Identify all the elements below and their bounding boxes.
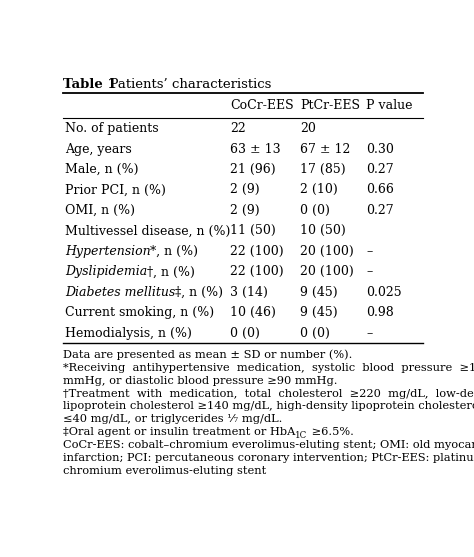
Text: 0.30: 0.30 bbox=[366, 143, 394, 155]
Text: *, n (%): *, n (%) bbox=[150, 245, 199, 258]
Text: 0 (0): 0 (0) bbox=[230, 327, 260, 340]
Text: 11 (50): 11 (50) bbox=[230, 224, 276, 237]
Text: Current smoking, n (%): Current smoking, n (%) bbox=[65, 306, 214, 319]
Text: OMI, n (%): OMI, n (%) bbox=[65, 204, 135, 217]
Text: 0.27: 0.27 bbox=[366, 163, 393, 176]
Text: 67 ± 12: 67 ± 12 bbox=[300, 143, 350, 155]
Text: No. of patients: No. of patients bbox=[65, 122, 158, 135]
Text: 22: 22 bbox=[230, 122, 246, 135]
Text: chromium everolimus-eluting stent: chromium everolimus-eluting stent bbox=[63, 466, 266, 476]
Text: Dyslipidemia: Dyslipidemia bbox=[65, 265, 147, 278]
Text: 2 (9): 2 (9) bbox=[230, 183, 260, 197]
Text: 9 (45): 9 (45) bbox=[300, 306, 337, 319]
Text: †Treatment  with  medication,  total  cholesterol  ≥220  mg/dL,  low-density: †Treatment with medication, total choles… bbox=[63, 389, 474, 398]
Text: Diabetes mellitus: Diabetes mellitus bbox=[65, 286, 175, 299]
Text: 10 (46): 10 (46) bbox=[230, 306, 276, 319]
Text: –: – bbox=[366, 327, 372, 340]
Text: Hypertension: Hypertension bbox=[65, 245, 150, 258]
Text: 0 (0): 0 (0) bbox=[300, 204, 330, 217]
Text: mmHg, or diastolic blood pressure ≥90 mmHg.: mmHg, or diastolic blood pressure ≥90 mm… bbox=[63, 375, 337, 385]
Text: ≤40 mg/dL, or triglycerides ⅐ mg/dL.: ≤40 mg/dL, or triglycerides ⅐ mg/dL. bbox=[63, 414, 283, 424]
Text: Age, years: Age, years bbox=[65, 143, 131, 155]
Text: ‡Oral agent or insulin treatment or HbA: ‡Oral agent or insulin treatment or HbA bbox=[63, 427, 295, 437]
Text: 2 (9): 2 (9) bbox=[230, 204, 260, 217]
Text: ‡, n (%): ‡, n (%) bbox=[175, 286, 223, 299]
Text: 20 (100): 20 (100) bbox=[300, 245, 354, 258]
Text: Multivessel disease, n (%): Multivessel disease, n (%) bbox=[65, 224, 230, 237]
Text: *Receiving  antihypertensive  medication,  systolic  blood  pressure  ≥140: *Receiving antihypertensive medication, … bbox=[63, 363, 474, 373]
Text: –: – bbox=[366, 245, 372, 258]
Text: 10 (50): 10 (50) bbox=[300, 224, 346, 237]
Text: CoCr-EES: cobalt–chromium everolimus-eluting stent; OMI: old myocardial: CoCr-EES: cobalt–chromium everolimus-elu… bbox=[63, 440, 474, 450]
Text: 0.98: 0.98 bbox=[366, 306, 394, 319]
Text: 3 (14): 3 (14) bbox=[230, 286, 268, 299]
Text: 0.66: 0.66 bbox=[366, 183, 394, 197]
Text: 9 (45): 9 (45) bbox=[300, 286, 337, 299]
Text: CoCr-EES: CoCr-EES bbox=[230, 99, 294, 112]
Text: Patients’ characteristics: Patients’ characteristics bbox=[101, 77, 272, 91]
Text: 2 (10): 2 (10) bbox=[300, 183, 337, 197]
Text: PtCr-EES: PtCr-EES bbox=[300, 99, 360, 112]
Text: 0.025: 0.025 bbox=[366, 286, 401, 299]
Text: infarction; PCI: percutaneous coronary intervention; PtCr-EES: platinum–: infarction; PCI: percutaneous coronary i… bbox=[63, 453, 474, 463]
Text: 21 (96): 21 (96) bbox=[230, 163, 276, 176]
Text: P value: P value bbox=[366, 99, 412, 112]
Text: ≥6.5%.: ≥6.5%. bbox=[308, 427, 354, 437]
Text: Data are presented as mean ± SD or number (%).: Data are presented as mean ± SD or numbe… bbox=[63, 350, 352, 360]
Text: 63 ± 13: 63 ± 13 bbox=[230, 143, 281, 155]
Text: –: – bbox=[366, 265, 372, 278]
Text: 22 (100): 22 (100) bbox=[230, 265, 284, 278]
Text: 20: 20 bbox=[300, 122, 316, 135]
Text: lipoprotein cholesterol ≥140 mg/dL, high-density lipoprotein cholesterol: lipoprotein cholesterol ≥140 mg/dL, high… bbox=[63, 402, 474, 412]
Text: Male, n (%): Male, n (%) bbox=[65, 163, 138, 176]
Text: Hemodialysis, n (%): Hemodialysis, n (%) bbox=[65, 327, 191, 340]
Text: Prior PCI, n (%): Prior PCI, n (%) bbox=[65, 183, 165, 197]
Text: 20 (100): 20 (100) bbox=[300, 265, 354, 278]
Text: 0 (0): 0 (0) bbox=[300, 327, 330, 340]
Text: 22 (100): 22 (100) bbox=[230, 245, 284, 258]
Text: 17 (85): 17 (85) bbox=[300, 163, 346, 176]
Text: Table 1: Table 1 bbox=[63, 77, 117, 91]
Text: 0.27: 0.27 bbox=[366, 204, 393, 217]
Text: †, n (%): †, n (%) bbox=[147, 265, 195, 278]
Text: 1C: 1C bbox=[295, 431, 308, 441]
